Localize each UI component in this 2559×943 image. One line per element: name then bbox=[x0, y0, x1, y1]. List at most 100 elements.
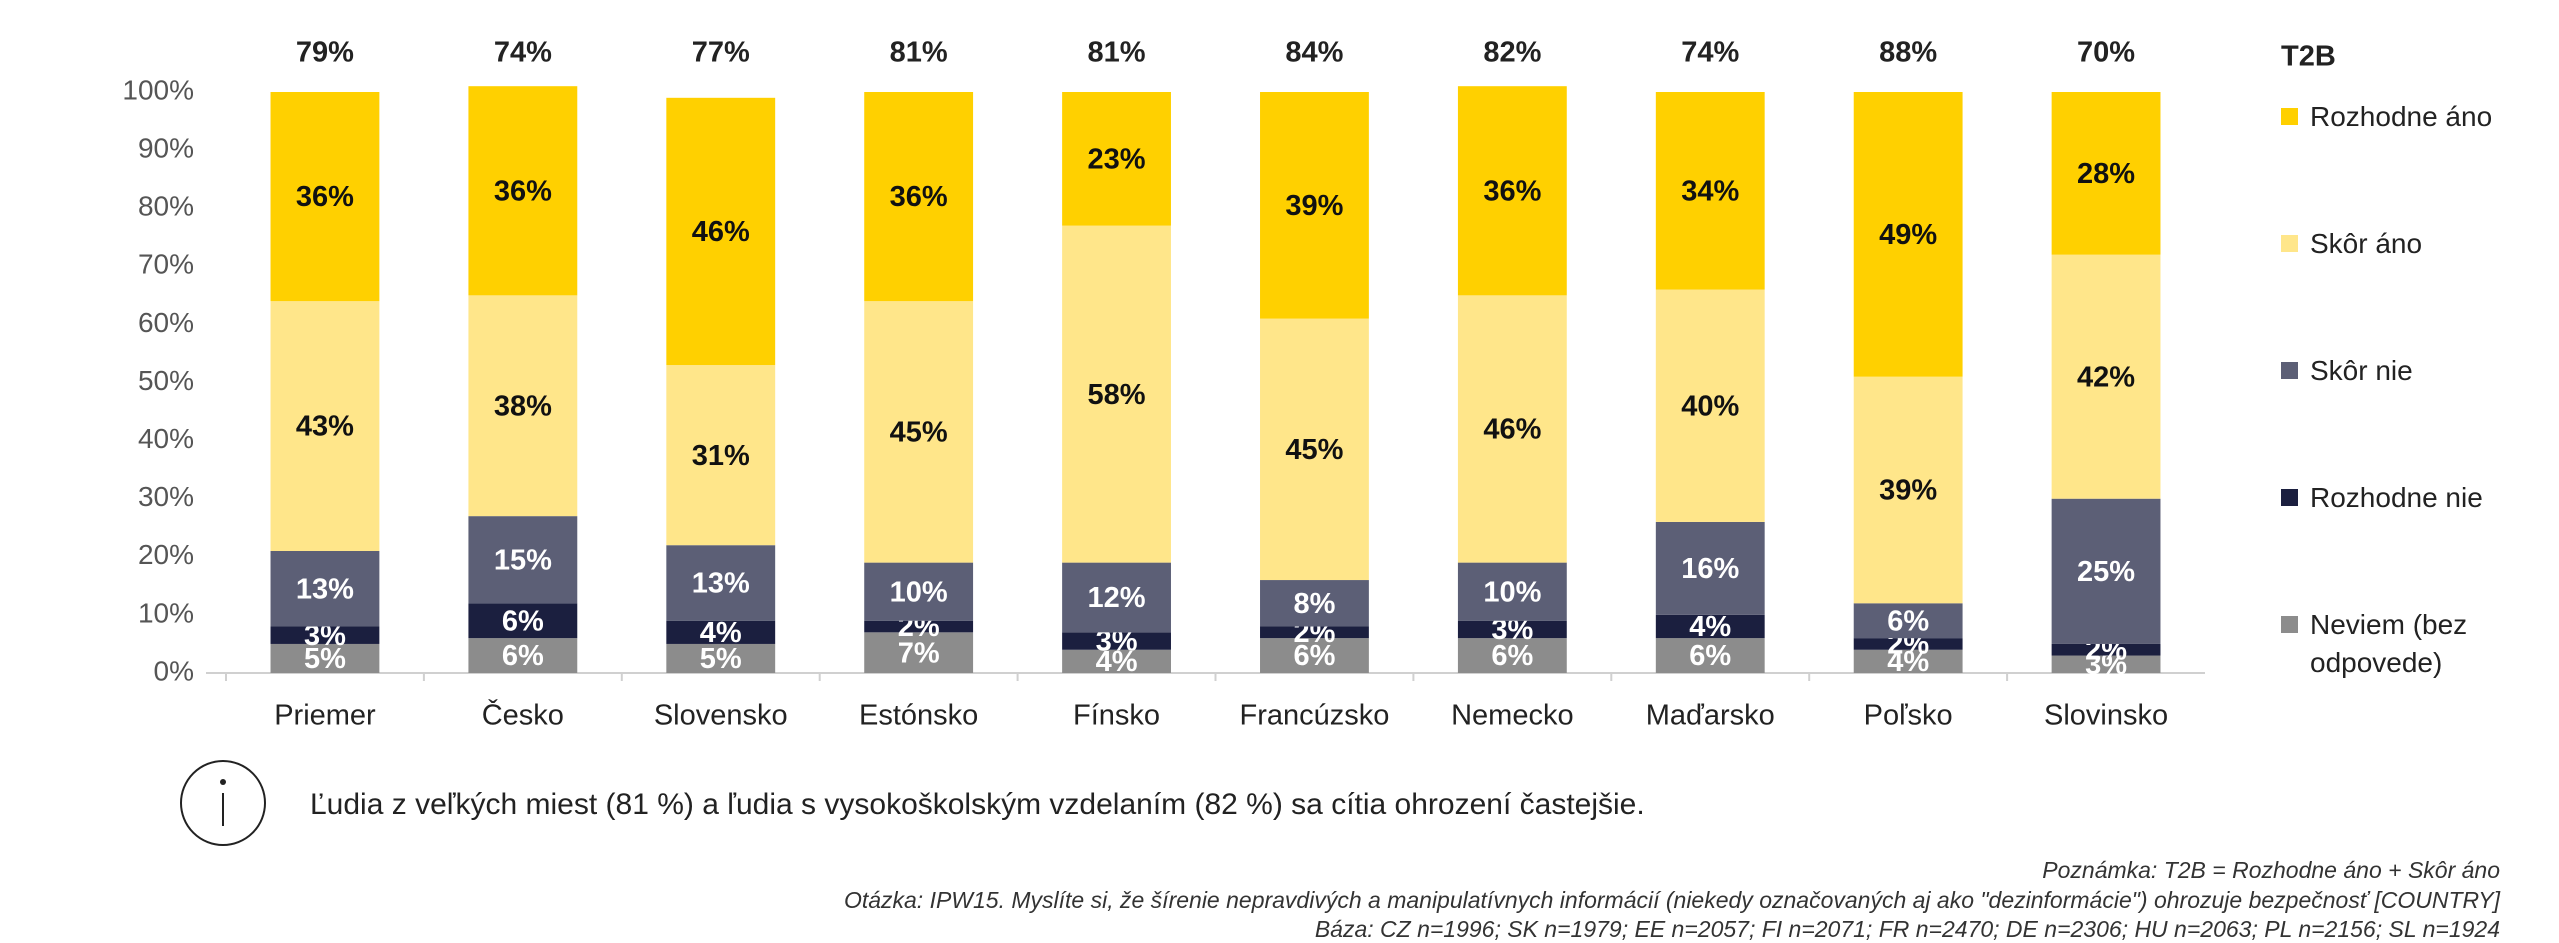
info-text: Ľudia z veľkých miest (81 %) a ľudia s v… bbox=[310, 788, 1645, 821]
bar-segment bbox=[270, 301, 380, 551]
segment-label: 31% bbox=[692, 440, 750, 472]
segment-label: 45% bbox=[890, 417, 948, 449]
legend-label: Skôr nie bbox=[2310, 355, 2413, 386]
segment-label: 4% bbox=[1887, 646, 1929, 678]
bar-segment bbox=[1655, 638, 1765, 673]
legend-item: Rozhodne nie bbox=[2281, 479, 2551, 517]
x-tick-label: Estónsko bbox=[859, 700, 978, 732]
bar-segment bbox=[1260, 318, 1369, 581]
segment-label: 36% bbox=[890, 181, 948, 213]
y-tick-label: 70% bbox=[138, 249, 194, 280]
bar-segment bbox=[2051, 254, 2161, 499]
bar-segment bbox=[1260, 580, 1369, 627]
bar-segment bbox=[666, 643, 776, 673]
bar-segment bbox=[2051, 92, 2161, 255]
info-icon-dot bbox=[220, 779, 226, 785]
legend-swatch bbox=[2281, 362, 2298, 379]
bar-segment bbox=[270, 550, 380, 627]
bar-segment bbox=[2051, 498, 2161, 644]
info-icon bbox=[180, 760, 266, 846]
y-tick-label: 80% bbox=[138, 191, 194, 222]
segment-label: 10% bbox=[890, 576, 948, 608]
legend-item: Neviem (bez odpovede) bbox=[2281, 606, 2551, 682]
t2b-label: 81% bbox=[890, 37, 948, 69]
bar-segment bbox=[1853, 603, 1963, 639]
legend-label: Rozhodne áno bbox=[2310, 101, 2493, 132]
legend-swatch bbox=[2281, 108, 2298, 125]
t2b-label: 81% bbox=[1088, 37, 1146, 69]
segment-label: 4% bbox=[1096, 646, 1138, 678]
legend-label: Neviem (bez odpovede) bbox=[2310, 609, 2468, 678]
segment-label: 4% bbox=[1689, 611, 1731, 643]
bar-segment bbox=[1853, 649, 1963, 673]
segment-label: 6% bbox=[1293, 640, 1335, 672]
bar-segment bbox=[666, 97, 776, 366]
segment-label: 36% bbox=[296, 181, 354, 213]
bar-segment bbox=[468, 603, 578, 639]
y-tick-label: 10% bbox=[138, 597, 194, 628]
legend-swatch bbox=[2281, 616, 2298, 633]
segment-label: 34% bbox=[1681, 175, 1739, 207]
x-tick-label: Francúzsko bbox=[1240, 700, 1390, 732]
segment-label: 43% bbox=[296, 411, 354, 443]
segment-label: 6% bbox=[1887, 605, 1929, 637]
bar-segment bbox=[1260, 626, 1369, 639]
y-tick-label: 40% bbox=[138, 423, 194, 454]
t2b-label: 77% bbox=[692, 37, 750, 69]
bar-segment bbox=[270, 92, 380, 302]
t2b-label: 74% bbox=[1681, 37, 1739, 69]
bar-segment bbox=[1062, 225, 1171, 563]
segment-label: 15% bbox=[494, 544, 552, 576]
bar-segment bbox=[1457, 638, 1567, 673]
x-tick-label: Nemecko bbox=[1451, 700, 1574, 732]
bar-segment bbox=[468, 295, 578, 517]
bar-segment bbox=[1655, 92, 1765, 290]
bar-segment bbox=[864, 92, 974, 302]
x-tick-label: Maďarsko bbox=[1646, 700, 1775, 732]
segment-label: 13% bbox=[692, 568, 750, 600]
segment-label: 45% bbox=[1285, 434, 1343, 466]
y-tick-label: 60% bbox=[138, 307, 194, 338]
segment-label: 12% bbox=[1088, 582, 1146, 614]
segment-label: 58% bbox=[1088, 379, 1146, 411]
bar-segment bbox=[1457, 562, 1567, 621]
segment-label: 10% bbox=[1483, 576, 1541, 608]
bar-segment bbox=[468, 516, 578, 604]
segment-label: 36% bbox=[494, 175, 552, 207]
segment-label: 6% bbox=[502, 640, 544, 672]
segment-label: 46% bbox=[692, 216, 750, 248]
x-tick-label: Poľsko bbox=[1864, 700, 1953, 732]
t2b-label: 79% bbox=[296, 37, 354, 69]
segment-label: 42% bbox=[2077, 361, 2135, 393]
bar-segment bbox=[666, 620, 776, 644]
bar-segment bbox=[1655, 614, 1765, 639]
bar-segment bbox=[666, 365, 776, 546]
segment-label: 13% bbox=[296, 573, 354, 605]
t2b-label: 84% bbox=[1285, 37, 1343, 69]
footnote: Báza: CZ n=1996; SK n=1979; EE n=2057; F… bbox=[1315, 916, 2500, 942]
bar-segment bbox=[1260, 92, 1369, 319]
segment-label: 6% bbox=[1491, 640, 1533, 672]
t2b-label: 70% bbox=[2077, 37, 2135, 69]
bar-segment bbox=[1853, 376, 1963, 604]
bar-segment bbox=[864, 632, 974, 673]
legend-item: Rozhodne áno bbox=[2281, 98, 2551, 136]
legend-label: Rozhodne nie bbox=[2310, 482, 2483, 513]
segment-label: 40% bbox=[1681, 390, 1739, 422]
bar-segment bbox=[2051, 655, 2161, 673]
segment-label: 4% bbox=[700, 617, 742, 649]
bar-segment bbox=[1853, 638, 1963, 650]
footnote: Poznámka: T2B = Rozhodne áno + Skôr áno bbox=[2042, 857, 2500, 883]
segment-label: 6% bbox=[1689, 640, 1731, 672]
segment-label: 23% bbox=[1088, 143, 1146, 175]
footnote: Otázka: IPW15. Myslíte si, že šírenie ne… bbox=[844, 887, 2501, 913]
x-tick-label: Česko bbox=[482, 698, 564, 732]
segment-label: 49% bbox=[1879, 219, 1937, 251]
legend-label: Skôr áno bbox=[2310, 228, 2423, 259]
t2b-label: 82% bbox=[1483, 37, 1541, 69]
bar-segment bbox=[1062, 632, 1171, 650]
bar-segment bbox=[1655, 289, 1765, 522]
bar-segment bbox=[1457, 295, 1567, 563]
segment-label: 16% bbox=[1681, 553, 1739, 585]
